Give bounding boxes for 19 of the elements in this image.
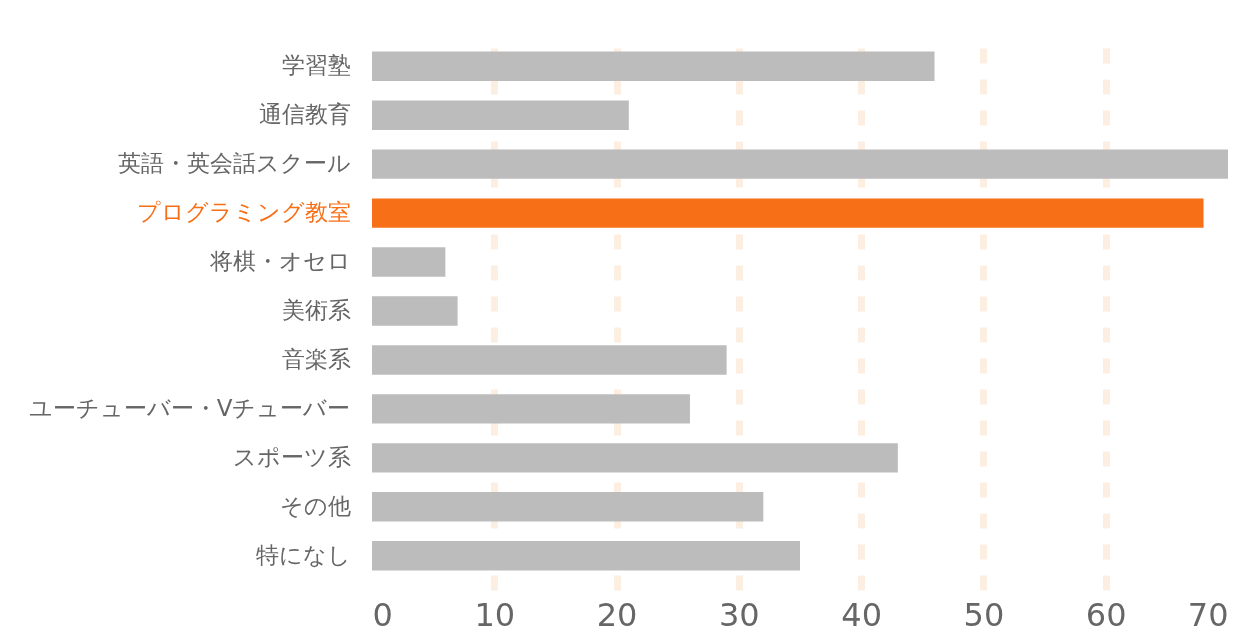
x-tick-label: 20 [596,595,638,634]
x-tick-label: 30 [719,595,760,634]
y-tick-label: ユーチューバー・Vチューバー [28,394,351,421]
y-tick-label: スポーツ系 [232,443,351,470]
y-tick-label: その他 [279,492,351,519]
y-tick-label: 学習塾 [281,52,351,79]
x-tick-label: 60 [1085,595,1127,634]
x-tick-label: 0 [372,595,393,634]
x-tick-label: 40 [841,595,882,634]
y-tick-label: 特になし [255,541,351,568]
x-tick-label: 70 [1187,595,1229,634]
y-tick-label: 美術系 [281,297,351,323]
x-tick-label: 10 [474,595,516,634]
y-tick-label: 通信教育 [258,101,351,128]
y-tick-label: プログラミング教室 [136,199,351,226]
y-tick-label: 英語・英会話スクール [117,150,351,177]
y-tick-label: 音楽系 [281,345,351,372]
x-tick-label: 50 [963,595,1005,634]
y-tick-label: 将棋・オセロ [208,248,351,275]
